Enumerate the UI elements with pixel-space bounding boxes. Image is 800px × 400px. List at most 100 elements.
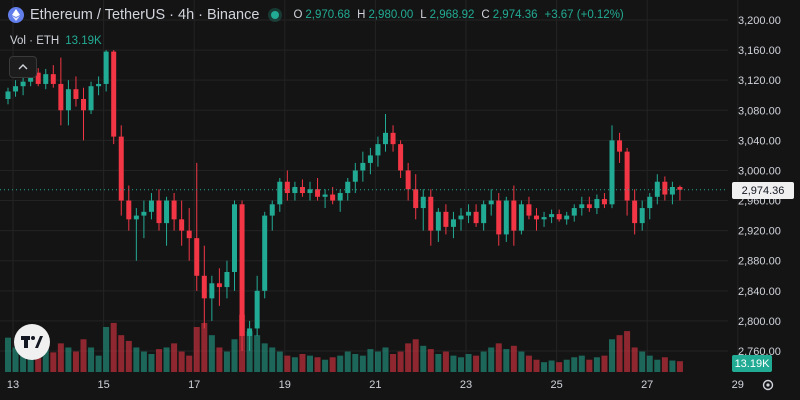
candle-body — [345, 181, 351, 194]
y-tick-label: 3,160.00 — [738, 45, 781, 57]
candle-body — [232, 204, 237, 273]
volume-bar — [50, 352, 57, 372]
volume-bar — [382, 347, 389, 372]
volume-bar — [148, 354, 155, 372]
y-tick-label: 3,200.00 — [738, 15, 781, 27]
tradingview-logo-icon[interactable] — [14, 324, 50, 360]
candle-body — [383, 132, 388, 145]
volume-bars — [5, 314, 683, 372]
volume-bar — [676, 361, 683, 372]
candle-body — [292, 187, 298, 194]
candle-body — [88, 86, 94, 111]
candle-body — [398, 144, 404, 171]
volume-bar — [412, 339, 419, 372]
volume-bar — [669, 360, 676, 372]
candle-body — [473, 211, 479, 224]
candle-body — [337, 193, 343, 201]
candle-body — [390, 132, 396, 145]
candle-body — [571, 208, 577, 216]
volume-bar — [465, 354, 472, 372]
candle-body — [216, 283, 222, 288]
volume-bar — [201, 322, 208, 372]
candle-body — [73, 89, 79, 99]
candle-body — [405, 170, 411, 190]
candles — [5, 50, 683, 351]
candle-body — [81, 98, 86, 111]
volume-bar — [178, 351, 185, 372]
volume-bar — [88, 347, 95, 372]
market-status-dot — [271, 11, 280, 19]
candle-body — [277, 181, 283, 205]
candle-body — [209, 283, 215, 299]
candle-body — [118, 136, 124, 201]
volume-bar — [216, 347, 223, 372]
candle-body — [647, 196, 653, 209]
candle-body — [662, 181, 668, 195]
candle-body — [624, 151, 630, 201]
x-tick-label: 13 — [7, 379, 19, 391]
volume-bar — [541, 362, 548, 372]
volume-bar — [397, 351, 404, 372]
symbol-title[interactable]: Ethereum / TetherUS · 4h · Binance — [30, 7, 260, 23]
volume-bar — [518, 351, 525, 372]
candle-body — [450, 219, 456, 227]
candle-body — [299, 187, 305, 194]
volume-tag: 13.19K — [732, 355, 772, 372]
volume-bar — [458, 357, 464, 372]
collapse-legend-button[interactable] — [9, 56, 37, 78]
volume-bar — [156, 349, 162, 372]
volume-bar — [609, 339, 615, 372]
volume-bar — [322, 359, 329, 372]
candle-body — [632, 200, 638, 224]
candle-body — [609, 140, 615, 205]
volume-bar — [405, 343, 412, 372]
candle-body — [156, 200, 162, 224]
x-tick-label: 27 — [641, 379, 653, 391]
low-value: 2,968.92 — [429, 9, 475, 21]
chart-header: Ethereum / TetherUS · 4h · Binance O 2,9… — [8, 7, 624, 23]
ohlc-values: O 2,970.68 H 2,980.00 L 2,968.92 C 2,974… — [289, 9, 623, 21]
volume-bar — [223, 351, 230, 372]
candle-body — [564, 215, 570, 220]
volume-label[interactable]: Vol · ETH — [10, 35, 60, 47]
candle-body — [526, 204, 532, 216]
chevron-up-icon — [18, 64, 28, 70]
candle-body — [58, 83, 64, 111]
candle-body — [360, 162, 366, 171]
candle-body — [496, 200, 502, 235]
volume-bar — [367, 349, 374, 372]
volume-bar — [163, 347, 170, 372]
candle-body — [579, 204, 585, 209]
volume-bar — [480, 351, 487, 372]
volume-bar — [533, 359, 540, 372]
candle-body — [330, 194, 336, 201]
candle-body — [20, 81, 26, 87]
volume-bar — [284, 355, 291, 372]
gear-icon[interactable] — [760, 377, 776, 393]
y-tick-label: 3,080.00 — [738, 105, 781, 117]
candle-body — [254, 290, 260, 329]
candle-body — [541, 217, 547, 220]
volume-bar — [571, 357, 578, 372]
candle-body — [549, 214, 555, 218]
candle-body — [164, 200, 170, 224]
volume-bar — [510, 345, 517, 372]
volume-bar — [276, 351, 283, 372]
candle-body — [43, 74, 49, 84]
change-value: +3.67 (+0.12%) — [544, 9, 624, 21]
candle-body — [594, 199, 600, 209]
volume-bar — [186, 355, 193, 372]
y-tick-label: 3,120.00 — [738, 75, 781, 87]
time-axis[interactable]: 1315171921232527292026 — [7, 379, 800, 391]
candle-body — [186, 230, 192, 239]
open-label: O — [293, 9, 303, 21]
candle-body — [103, 51, 109, 84]
candle-body — [5, 91, 11, 99]
candle-body — [534, 215, 539, 220]
volume-bar — [548, 360, 555, 372]
volume-bar — [307, 355, 313, 372]
y-tick-label: 3,040.00 — [738, 135, 781, 147]
candle-body — [179, 219, 185, 231]
